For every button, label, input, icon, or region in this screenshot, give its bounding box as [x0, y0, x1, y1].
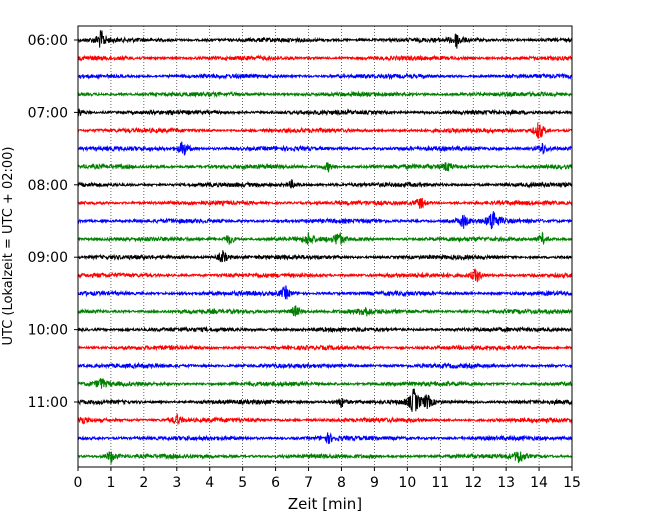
x-axis-ticks: 0 1 2 3 4 5 6 7 8 9 10 11 12 13 14 15	[74, 467, 581, 491]
trace-line	[77, 413, 573, 425]
trace-line	[77, 250, 573, 263]
trace-line	[77, 378, 573, 389]
x-tick-label: 6	[271, 475, 280, 491]
x-tick-label: 10	[398, 475, 416, 491]
trace-line	[77, 108, 573, 117]
trace-line	[77, 122, 573, 139]
x-tick-label: 11	[431, 475, 449, 491]
y-tick-label: 08:00	[28, 178, 68, 194]
x-tick-label: 9	[370, 475, 379, 491]
x-tick-label: 4	[205, 475, 214, 491]
trace-line	[77, 162, 573, 173]
x-tick-label: 7	[304, 475, 313, 491]
trace-line	[77, 305, 573, 317]
trace-line	[77, 432, 573, 444]
x-tick-label: 8	[337, 475, 346, 491]
x-tick-label: 3	[172, 475, 181, 491]
x-tick-label: 14	[530, 475, 548, 491]
y-tick-label: 10:00	[28, 323, 68, 339]
x-tick-label: 12	[464, 475, 482, 491]
trace-line	[77, 72, 573, 81]
trace-line	[77, 325, 573, 334]
y-tick-label: 07:00	[28, 105, 68, 121]
x-tick-label: 15	[563, 475, 581, 491]
trace-line	[77, 285, 573, 300]
trace-line	[77, 361, 573, 370]
trace-line	[77, 90, 573, 99]
trace-line	[77, 388, 573, 412]
trace-line	[77, 211, 573, 230]
x-tick-label: 1	[106, 475, 115, 491]
trace-line	[77, 231, 573, 246]
x-tick-label: 13	[497, 475, 515, 491]
trace-line	[77, 344, 573, 352]
trace-line	[77, 451, 573, 464]
y-tick-label: 06:00	[28, 33, 68, 49]
trace-line	[77, 141, 573, 156]
seismic-traces	[77, 30, 573, 464]
trace-line	[77, 54, 573, 62]
trace-line	[77, 268, 573, 283]
y-tick-label: 11:00	[28, 395, 68, 411]
y-axis-label: UTC (Lokalzeit = UTC + 02:00)	[1, 147, 16, 346]
trace-line	[77, 178, 573, 190]
y-tick-label: 09:00	[28, 250, 68, 266]
y-axis-ticks: 06:00 07:00 08:00 09:00 10:00 11:00	[28, 33, 78, 411]
x-tick-label: 5	[238, 475, 247, 491]
x-tick-label: 0	[74, 475, 83, 491]
x-tick-label: 2	[139, 475, 148, 491]
x-axis-label: Zeit [min]	[288, 495, 362, 513]
trace-line	[77, 30, 573, 49]
trace-line	[77, 197, 573, 209]
plot-frame	[77, 25, 573, 468]
